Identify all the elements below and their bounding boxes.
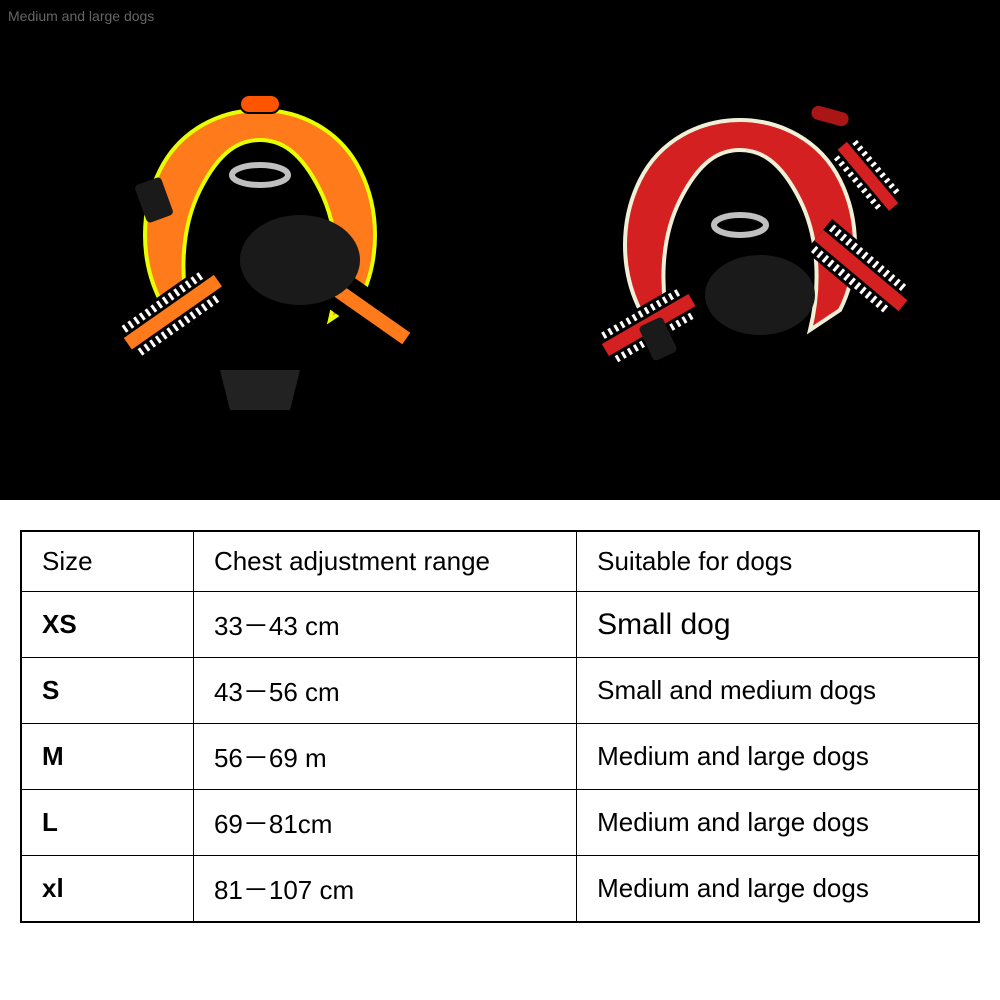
table-row: XS 33－43 cm Small dog: [21, 592, 979, 658]
cell-suitable: Medium and large dogs: [577, 790, 979, 856]
size-table-section: Size Chest adjustment range Suitable for…: [0, 500, 1000, 1000]
cell-size: xl: [21, 856, 193, 923]
cell-range: 69－81cm: [193, 790, 576, 856]
cell-size: S: [21, 658, 193, 724]
top-label: Medium and large dogs: [8, 8, 154, 24]
cell-range: 56－69 m: [193, 724, 576, 790]
header-range: Chest adjustment range: [193, 531, 576, 592]
cell-size: L: [21, 790, 193, 856]
harness-orange: [70, 60, 450, 440]
cell-suitable: Medium and large dogs: [577, 856, 979, 923]
harness-red: [550, 60, 930, 440]
table-header-row: Size Chest adjustment range Suitable for…: [21, 531, 979, 592]
header-suitable: Suitable for dogs: [577, 531, 979, 592]
product-image-section: Medium and large dogs: [0, 0, 1000, 500]
cell-suitable: Small dog: [577, 592, 979, 658]
cell-size: M: [21, 724, 193, 790]
cell-range: 33－43 cm: [193, 592, 576, 658]
cell-range: 43－56 cm: [193, 658, 576, 724]
cell-range: 81－107 cm: [193, 856, 576, 923]
size-table: Size Chest adjustment range Suitable for…: [20, 530, 980, 923]
cell-size: XS: [21, 592, 193, 658]
cell-suitable: Small and medium dogs: [577, 658, 979, 724]
cell-suitable: Medium and large dogs: [577, 724, 979, 790]
table-row: S 43－56 cm Small and medium dogs: [21, 658, 979, 724]
table-row: xl 81－107 cm Medium and large dogs: [21, 856, 979, 923]
table-row: L 69－81cm Medium and large dogs: [21, 790, 979, 856]
table-row: M 56－69 m Medium and large dogs: [21, 724, 979, 790]
header-size: Size: [21, 531, 193, 592]
